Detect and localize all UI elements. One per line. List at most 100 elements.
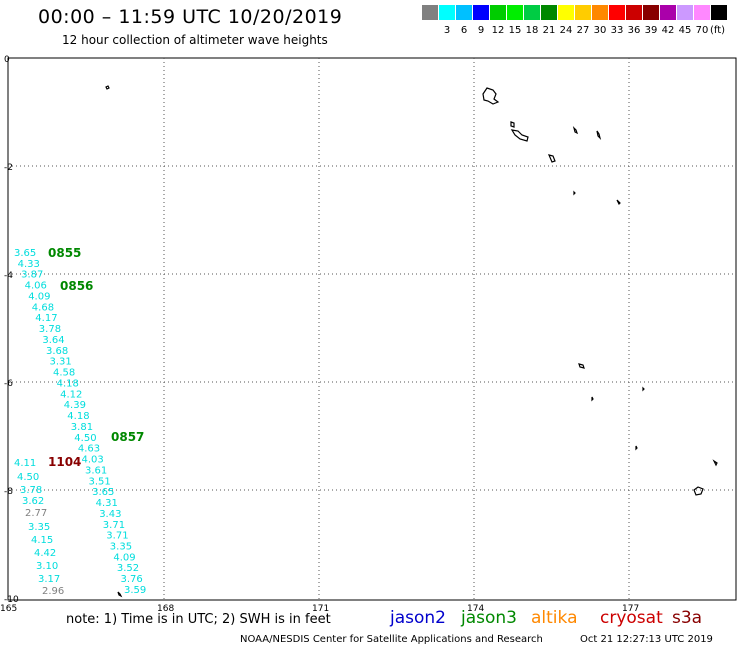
wave-height-value: 4.50	[74, 433, 96, 444]
color-scale-label: 15	[508, 25, 522, 36]
wave-height-value: 3.71	[103, 520, 125, 531]
wave-height-value: 4.18	[57, 378, 79, 389]
island-outline	[591, 396, 594, 402]
wave-height-value: 3.61	[85, 465, 107, 476]
satellite-legend-jason2: jason2	[390, 608, 446, 628]
island-outline	[572, 126, 579, 135]
wave-height-value: 3.59	[124, 585, 146, 596]
color-scale-label: 30	[593, 25, 607, 36]
wave-height-value: 3.81	[71, 422, 93, 433]
color-scale-swatch	[422, 5, 438, 20]
color-scale-swatch	[456, 5, 472, 20]
island-outline	[573, 190, 576, 196]
color-scale-unit: (ft)	[710, 25, 726, 36]
island-outline	[642, 386, 645, 392]
map-frame	[7, 57, 737, 601]
lon-label: 174	[467, 604, 484, 614]
color-scale-label: 39	[644, 25, 658, 36]
island-outline	[117, 591, 123, 598]
wave-height-value: 3.51	[89, 476, 111, 487]
color-scale-swatch	[609, 5, 625, 20]
color-scale-swatch	[592, 5, 608, 20]
wave-height-value: 3.31	[50, 357, 72, 368]
pass-time-label: 0856	[60, 279, 93, 293]
wave-height-value: 3.17	[38, 574, 60, 585]
pass-time-label: 1104	[48, 455, 81, 469]
lat-label: 0	[4, 55, 10, 65]
island-outline	[510, 129, 529, 142]
wave-height-value: 3.68	[46, 346, 68, 357]
island-outline	[596, 130, 602, 140]
wave-height-value: 3.65	[14, 248, 36, 259]
satellite-legend-jason3: jason3	[461, 608, 517, 628]
color-scale-swatch	[558, 5, 574, 20]
color-scale-label: 27	[576, 25, 590, 36]
lon-label: 171	[312, 604, 329, 614]
color-scale-swatch	[660, 5, 676, 20]
wave-height-value: 4.15	[31, 535, 53, 546]
map-title: 00:00 – 11:59 UTC 10/20/2019	[38, 6, 343, 28]
island-outline	[712, 459, 718, 467]
satellite-legend-cryosat: cryosat	[600, 608, 663, 628]
island-outline	[578, 363, 585, 369]
satellite-legend-altika: altika	[531, 608, 578, 628]
wave-height-value: 4.06	[25, 281, 47, 292]
color-scale-label: 18	[525, 25, 539, 36]
wave-height-value: 3.52	[117, 563, 139, 574]
footer-timestamp: Oct 21 12:27:13 UTC 2019	[580, 634, 713, 645]
wave-height-value: 4.50	[17, 472, 39, 483]
color-scale-label: 33	[610, 25, 624, 36]
wave-height-value: 3.87	[21, 270, 43, 281]
wave-height-value: 4.18	[67, 411, 89, 422]
pass-time-label: 0857	[111, 430, 144, 444]
wave-height-value: 4.17	[35, 313, 57, 324]
lon-label: 168	[157, 604, 174, 614]
color-scale-label: 42	[661, 25, 675, 36]
color-scale-swatch	[524, 5, 540, 20]
wave-height-value: 4.58	[53, 368, 75, 379]
island-outline	[510, 121, 515, 128]
color-scale-swatch	[677, 5, 693, 20]
color-scale-label: 12	[491, 25, 505, 36]
wave-height-value: 3.65	[92, 487, 114, 498]
lat-label: -8	[4, 487, 13, 497]
map-subtitle: 12 hour collection of altimeter wave hei…	[62, 33, 328, 47]
wave-height-value: 3.62	[22, 496, 44, 507]
wave-height-value: 3.76	[121, 574, 143, 585]
wave-height-value: 3.64	[42, 335, 64, 346]
wave-height-value: 2.77	[25, 508, 47, 519]
wave-height-value: 4.03	[82, 455, 104, 466]
island-outline	[547, 154, 556, 163]
lat-label: -4	[4, 271, 13, 281]
wave-height-value: 4.12	[60, 389, 82, 400]
color-scale-swatch	[473, 5, 489, 20]
lon-label: 177	[622, 604, 639, 614]
wave-height-value: 4.09	[113, 552, 135, 563]
footer-credit: NOAA/NESDIS Center for Satellite Applica…	[240, 634, 543, 645]
color-scale-label: 36	[627, 25, 641, 36]
color-scale-label: 24	[559, 25, 573, 36]
color-scale-swatch	[575, 5, 591, 20]
lat-label: -6	[4, 379, 13, 389]
lat-label: -2	[4, 163, 13, 173]
wave-height-value: 3.43	[99, 509, 121, 520]
wave-height-value: 3.35	[28, 522, 50, 533]
color-scale-swatch	[541, 5, 557, 20]
color-scale-label: 3	[443, 25, 451, 36]
wave-height-value: 4.39	[64, 400, 86, 411]
color-scale-swatch	[507, 5, 523, 20]
island-outline	[693, 486, 704, 496]
color-scale-label: 6	[460, 25, 468, 36]
wave-height-value: 3.35	[110, 542, 132, 553]
lat-label: -10	[4, 595, 19, 605]
wave-height-value: 4.42	[34, 548, 56, 559]
pass-time-label: 0855	[48, 246, 81, 260]
color-scale-swatch	[626, 5, 642, 20]
wave-height-value: 4.68	[32, 302, 54, 313]
wave-height-value: 3.10	[36, 561, 58, 572]
wave-height-value: 4.11	[14, 458, 36, 469]
color-scale-label: 21	[542, 25, 556, 36]
color-scale-swatch	[439, 5, 455, 20]
wave-height-value: 3.78	[20, 485, 42, 496]
